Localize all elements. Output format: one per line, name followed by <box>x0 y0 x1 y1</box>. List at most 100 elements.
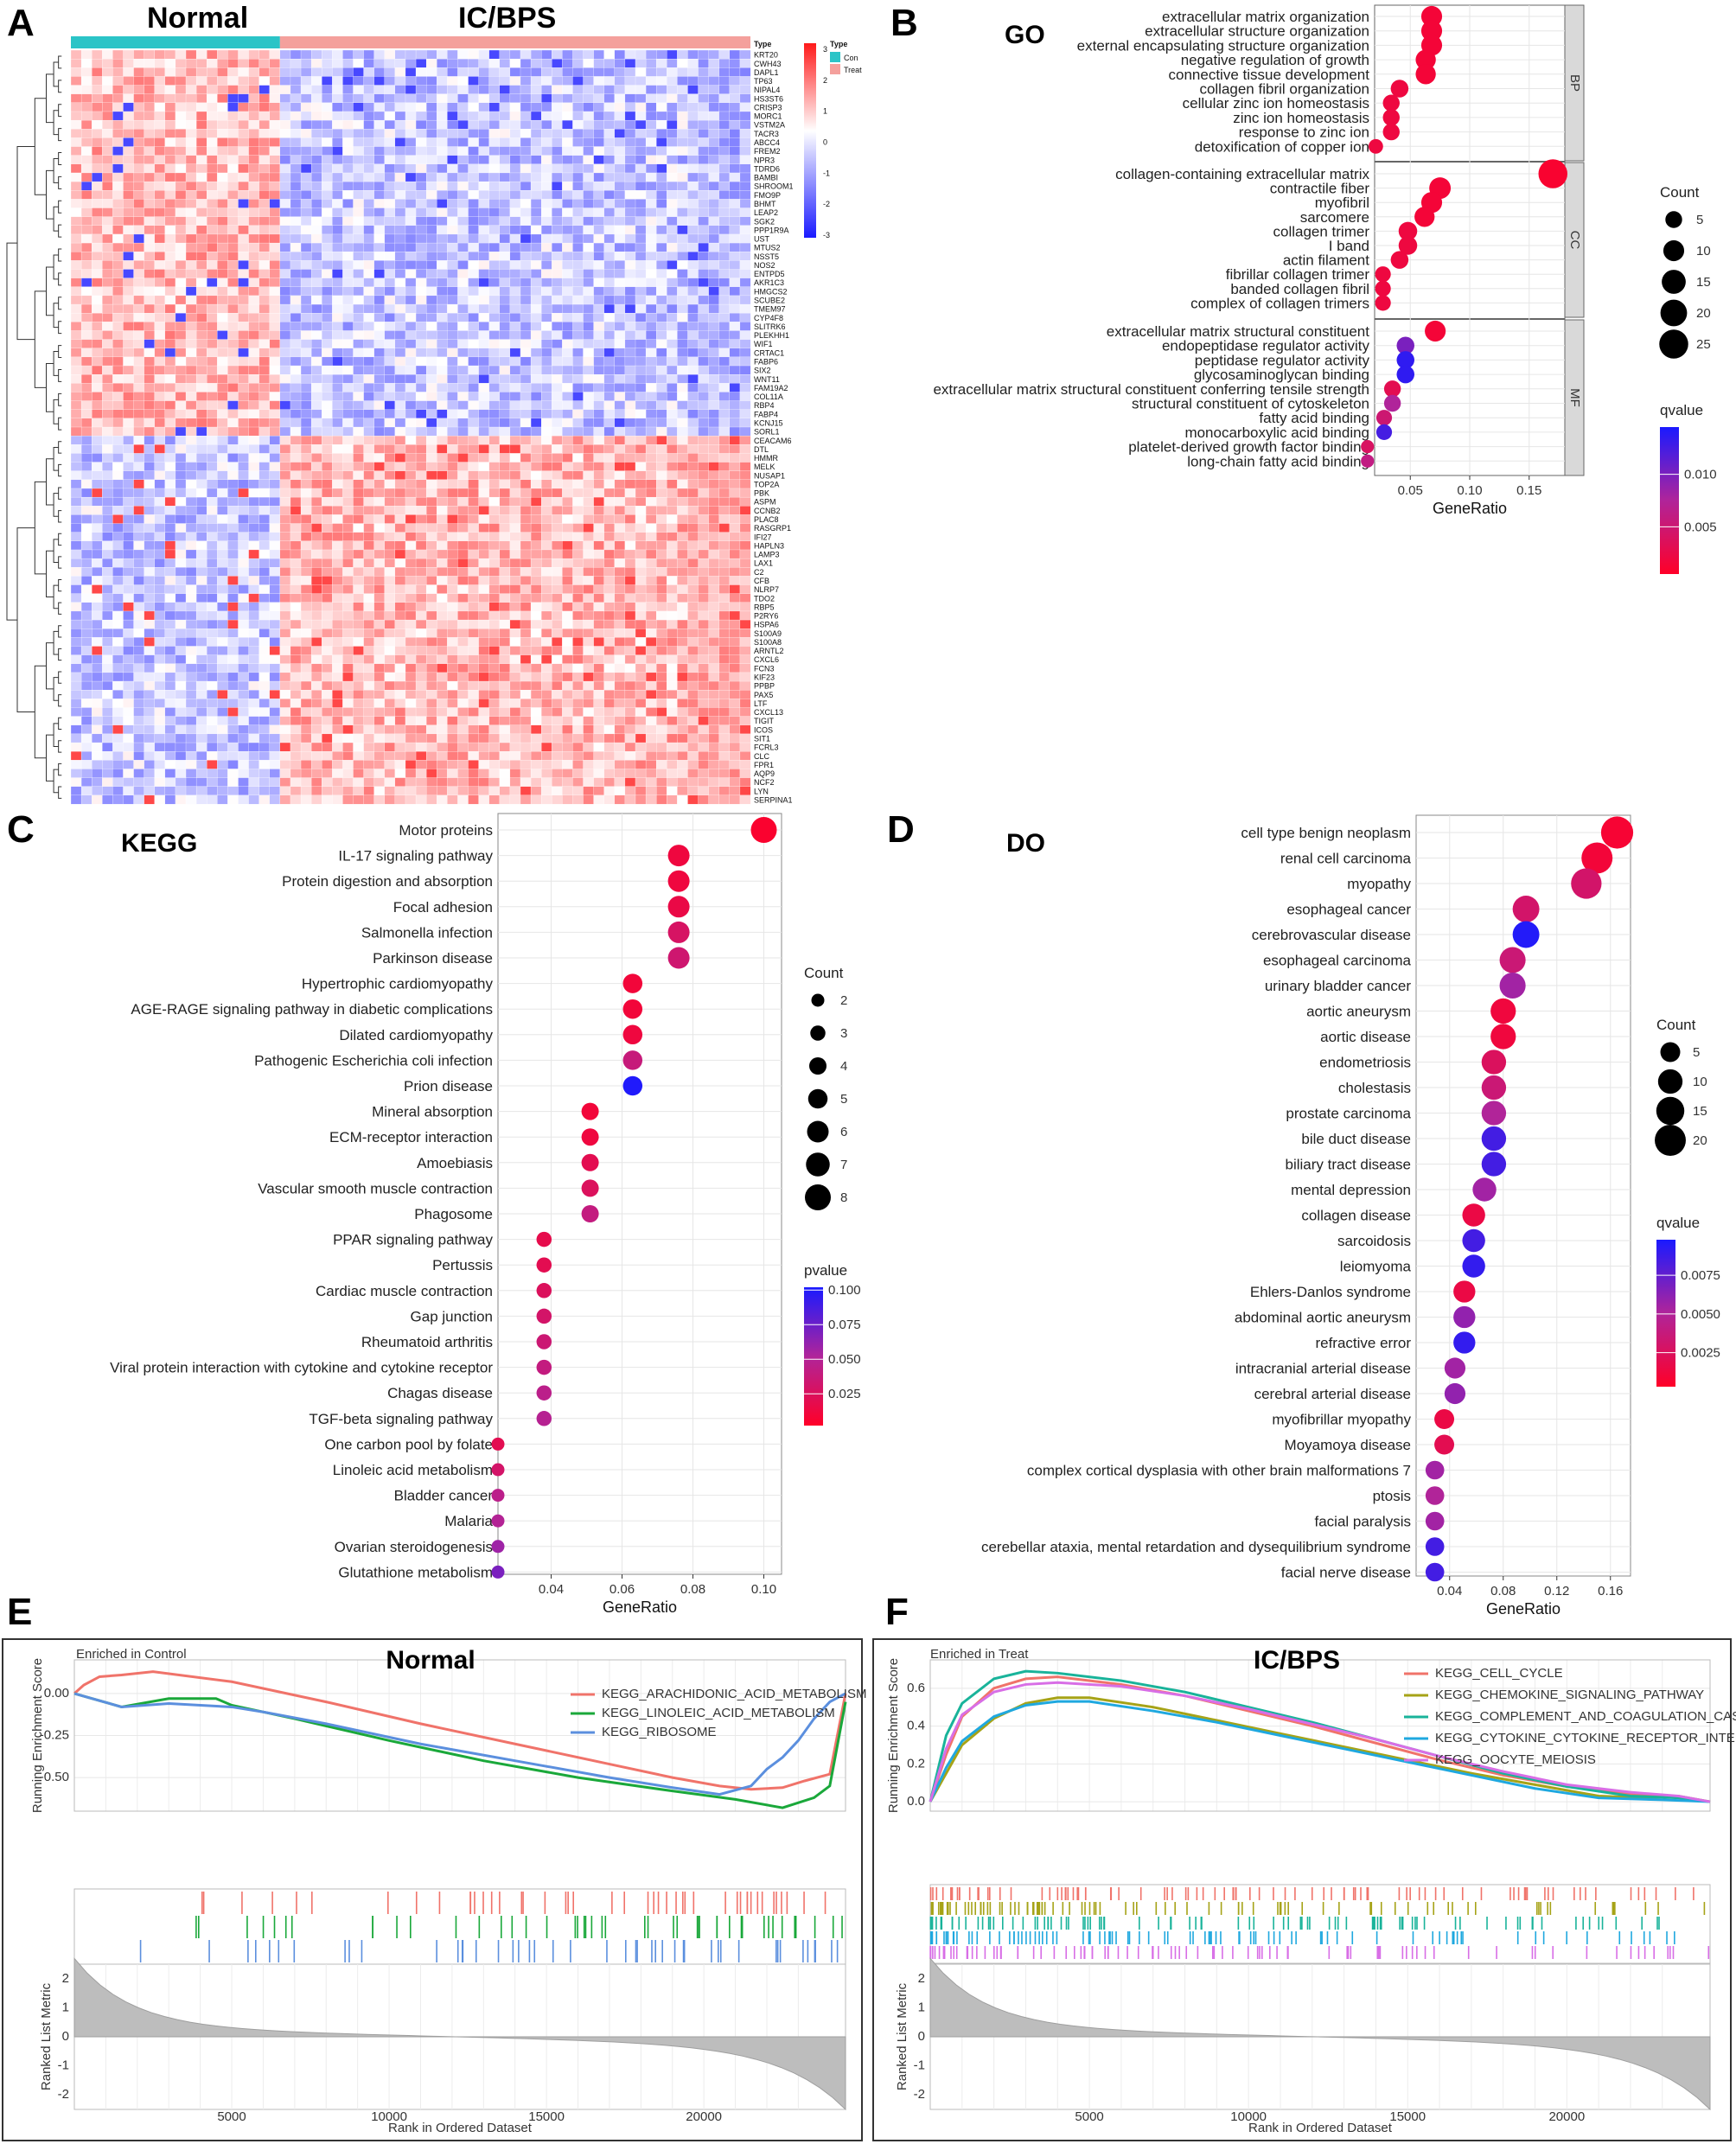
heatmap-cell <box>258 111 271 121</box>
heatmap-cell <box>645 654 657 665</box>
heatmap-cell <box>394 576 406 585</box>
heatmap-cell <box>102 233 113 244</box>
heatmap-cell <box>593 462 605 472</box>
heatmap-cell <box>729 181 741 191</box>
heatmap-cell <box>123 119 134 130</box>
heatmap-cell <box>603 558 616 568</box>
heatmap-cell <box>687 479 699 489</box>
heatmap-cell <box>468 172 479 182</box>
heatmap-cell <box>593 558 605 568</box>
heatmap-cell <box>405 93 417 104</box>
heatmap-cell <box>739 567 751 577</box>
heatmap-cell <box>217 584 228 595</box>
heatmap-cell <box>332 93 343 104</box>
heatmap-cell <box>708 313 720 322</box>
heatmap-cell <box>112 690 124 699</box>
heatmap-cell <box>384 453 396 463</box>
heatmap-cell <box>656 58 667 68</box>
heatmap-cell <box>739 602 751 612</box>
heatmap-cell <box>541 242 552 252</box>
gene-label: TP63 <box>754 77 773 86</box>
heatmap-cell <box>667 690 678 699</box>
heatmap-cell <box>656 172 667 182</box>
heatmap-cell <box>248 576 260 585</box>
heatmap-cell <box>603 252 616 261</box>
heatmap-cell <box>562 392 573 401</box>
heatmap-cell <box>332 610 343 621</box>
heatmap-cell <box>279 356 291 367</box>
heatmap-cell <box>708 181 720 191</box>
heatmap-cell <box>405 444 417 454</box>
heatmap-cell <box>552 400 563 411</box>
heatmap-cell <box>102 558 113 568</box>
heatmap-cell <box>227 260 239 270</box>
heatmap-cell <box>175 260 187 270</box>
heatmap-cell <box>583 496 594 507</box>
heatmap-cell <box>478 593 490 603</box>
heatmap-cell <box>635 699 647 708</box>
heatmap-cell <box>195 225 207 235</box>
heatmap-cell <box>645 699 657 708</box>
heatmap-cell <box>593 629 605 638</box>
heatmap-cell <box>310 409 322 419</box>
heatmap-cell <box>447 269 458 278</box>
heatmap-cell <box>310 383 322 392</box>
heatmap-cell <box>207 233 218 244</box>
heatmap-cell <box>70 119 82 130</box>
heatmap-cell <box>708 680 720 691</box>
heatmap-cell <box>708 523 720 533</box>
heatmap-cell <box>195 374 207 384</box>
heatmap-cell <box>342 269 354 278</box>
heatmap-cell <box>667 216 678 227</box>
heatmap-cell <box>520 435 532 445</box>
gene-label: FCN3 <box>754 664 775 673</box>
heatmap-cell <box>562 313 573 322</box>
heatmap-cell <box>290 576 302 585</box>
heatmap-cell <box>698 637 709 647</box>
heatmap-cell <box>739 49 751 60</box>
heatmap-cell <box>80 488 93 498</box>
heatmap-cell <box>488 111 501 121</box>
gene-label: S100A9 <box>754 629 782 638</box>
heatmap-cell <box>509 278 521 288</box>
heatmap-cell <box>290 496 302 507</box>
heatmap-cell <box>437 278 448 288</box>
heatmap-cell <box>614 129 626 138</box>
heatmap-cell <box>603 610 616 621</box>
heatmap-cell <box>635 111 647 121</box>
heatmap-cell <box>384 181 396 191</box>
heatmap-cell <box>708 672 720 682</box>
heatmap-cell <box>457 129 469 138</box>
heatmap-cell <box>509 286 521 297</box>
heatmap-cell <box>70 540 82 551</box>
heatmap-cell <box>322 418 333 428</box>
heatmap-cell <box>102 426 113 437</box>
gene-label: CXCL6 <box>754 655 779 664</box>
heatmap-cell <box>353 155 364 165</box>
heatmap-cell <box>698 576 709 585</box>
heatmap-cell <box>656 567 667 577</box>
heatmap-cell <box>258 129 271 138</box>
heatmap-cell <box>457 462 469 472</box>
heatmap-cell <box>332 576 343 585</box>
heatmap-cell <box>687 523 699 533</box>
heatmap-cell <box>227 453 239 463</box>
heatmap-cell <box>520 155 532 165</box>
heatmap-cell <box>70 619 82 629</box>
heatmap-cell <box>739 76 751 86</box>
heatmap-cell <box>185 593 197 603</box>
heatmap-cell <box>227 190 239 200</box>
heatmap-cell <box>509 155 521 165</box>
heatmap-cell <box>279 137 291 147</box>
heatmap-cell <box>80 67 93 77</box>
heatmap-cell <box>384 637 396 647</box>
heatmap-cell <box>238 85 249 95</box>
heatmap-cell <box>258 207 271 218</box>
heatmap-cell <box>185 58 197 68</box>
heatmap-cell <box>614 383 626 392</box>
heatmap-cell <box>342 313 354 322</box>
heatmap-cell <box>677 523 688 533</box>
heatmap-cell <box>332 233 343 244</box>
heatmap-cell <box>332 584 343 595</box>
heatmap-cell <box>645 119 657 130</box>
